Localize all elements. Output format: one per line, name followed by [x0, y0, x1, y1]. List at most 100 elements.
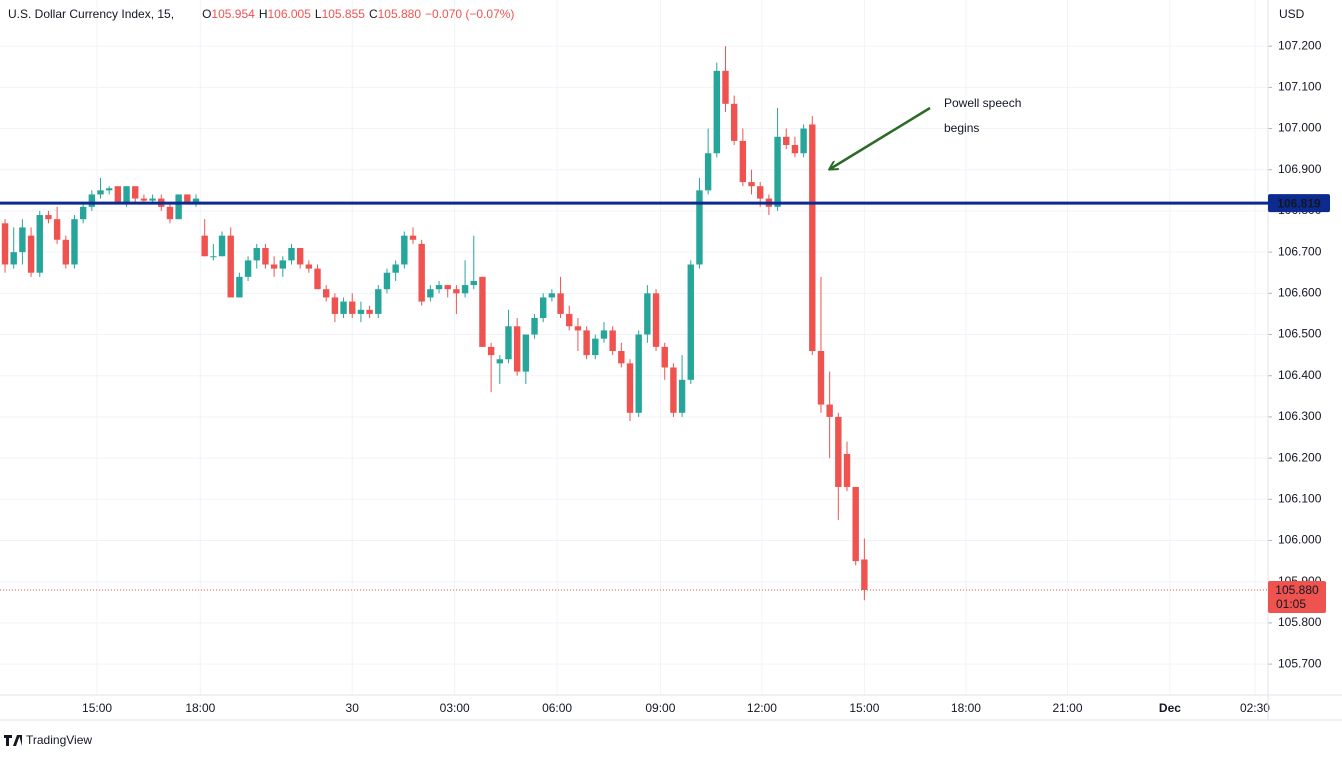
candle-body [505, 326, 512, 360]
legend-title: U.S. Dollar Currency Index, 15, [8, 7, 174, 21]
y-tick-label: 106.500 [1278, 327, 1322, 341]
legend-key: O [202, 7, 211, 21]
candle-body [522, 334, 530, 372]
x-tick-label: 15:00 [82, 701, 112, 715]
currency-label: USD [1279, 7, 1305, 21]
x-tick-label: 03:00 [440, 701, 470, 715]
candle-body [678, 379, 686, 413]
x-tick-label: 21:00 [1052, 701, 1082, 715]
x-tick-label: 18:00 [951, 701, 981, 715]
candle-body [444, 285, 451, 290]
candle-body [557, 293, 564, 314]
candle-body [140, 198, 148, 201]
candle-body [861, 559, 868, 590]
candle-body [843, 453, 851, 487]
candle-body [166, 206, 174, 220]
candle-body [383, 272, 391, 290]
candle-body [27, 235, 35, 273]
annotation-text: Powell speech [944, 96, 1021, 110]
legend-key: C [369, 7, 378, 21]
candle-body [600, 330, 608, 339]
legend-header: U.S. Dollar Currency Index, 15, O105.954 H… [8, 7, 514, 21]
candle-body [626, 363, 634, 413]
last-price-label: 105.880 [1275, 583, 1319, 597]
candle-body [296, 248, 304, 265]
candle-body [88, 194, 96, 207]
candle-body [288, 248, 295, 261]
candle-body [305, 264, 313, 269]
candle-body [540, 297, 547, 319]
candle-body [218, 235, 226, 257]
brand-logo [4, 735, 22, 746]
candle-body [574, 326, 582, 331]
candle-body [10, 252, 17, 265]
candle-body [809, 124, 816, 352]
x-tick-label: 18:00 [185, 701, 215, 715]
candle-body [123, 186, 130, 203]
x-tick-label: 15:00 [849, 701, 879, 715]
annotation-arrow [830, 106, 931, 169]
candle-body [149, 198, 156, 201]
legend-value: 105.954 [211, 7, 255, 21]
candle-body [435, 285, 443, 290]
legend-value: 105.855 [322, 7, 366, 21]
x-tick-label: Dec [1159, 701, 1181, 715]
candle-body [531, 318, 538, 335]
y-tick-label: 106.100 [1278, 491, 1322, 505]
brand-text: TradingView [26, 733, 92, 747]
y-tick-label: 105.700 [1278, 656, 1322, 670]
candle-body [730, 103, 738, 141]
candle-body [791, 145, 799, 154]
candle-body [817, 351, 825, 405]
candle-body [670, 367, 677, 413]
candle-body [479, 276, 486, 347]
candle-body [487, 346, 495, 356]
candle-body [757, 186, 764, 199]
legend-change: −0.070 (−0.07%) [425, 7, 514, 21]
candle-body [375, 289, 382, 314]
candle-body [496, 359, 504, 364]
candle-body [687, 264, 694, 380]
candle-body [609, 330, 616, 352]
y-tick-label: 106.700 [1278, 244, 1322, 258]
x-tick-label: 30 [346, 701, 360, 715]
candle-body [201, 235, 208, 257]
candle-body [62, 239, 69, 265]
x-tick-label: 06:00 [542, 701, 572, 715]
candle-body [253, 248, 260, 261]
candle-body [739, 140, 747, 183]
candle-body [71, 219, 78, 265]
candle-body [427, 289, 434, 298]
y-tick-label: 106.000 [1278, 533, 1322, 547]
legend-value: 105.880 [378, 7, 422, 21]
candle-body [826, 404, 833, 417]
level-label-box [1268, 194, 1330, 213]
last-price-box [1268, 580, 1326, 613]
candle-body [279, 260, 287, 269]
candle-body [461, 285, 469, 294]
candle-body [366, 309, 373, 314]
candle-body [704, 153, 712, 191]
legend-key: L [315, 7, 322, 21]
x-tick-label: 02:30 [1240, 701, 1270, 715]
candle-body [175, 194, 182, 220]
x-tick-label: 09:00 [645, 701, 675, 715]
candle-body [566, 313, 573, 327]
candle-body [635, 334, 642, 413]
y-tick-label: 106.900 [1278, 162, 1322, 176]
candle-body [45, 215, 52, 220]
annotation-text: begins [944, 121, 979, 135]
candle-body [548, 293, 556, 298]
candle-body [1, 223, 9, 265]
candle-body [800, 128, 807, 154]
candle-body [696, 190, 703, 265]
candle-body [357, 309, 365, 314]
candle-body [349, 301, 356, 314]
candle-body [644, 293, 651, 335]
candle-body [19, 227, 26, 253]
candle-body [453, 289, 460, 294]
candle-body [470, 280, 477, 286]
candle-body [852, 486, 859, 562]
